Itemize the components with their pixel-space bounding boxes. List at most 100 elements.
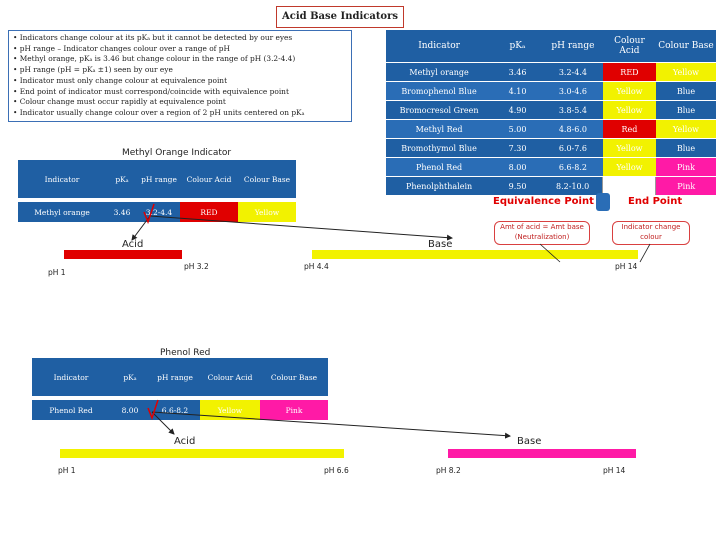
- cell-colour-acid: Red: [602, 119, 656, 139]
- table-row: Phenolphthalein 9.50 8.2-10.0 Colourless Pin…: [386, 176, 716, 196]
- header-pka: pKₐ: [106, 160, 138, 198]
- note-line: • pH range – Indicator changes colour ov…: [13, 43, 230, 53]
- cell-pka: 9.50: [492, 176, 543, 196]
- cell-pka: 4.90: [492, 100, 543, 120]
- cell-ph-range: 4.8-6.0: [542, 119, 603, 139]
- header-colour-base: Colour Base: [260, 358, 328, 396]
- header-colour-acid: Colour Acid: [180, 160, 238, 198]
- cell-colour-base: Yellow: [655, 119, 716, 139]
- notes-box: • Indicators change colour at its pKₐ bu…: [8, 30, 352, 122]
- cell-colour-acid: RED: [602, 62, 656, 82]
- cell-ph-range: 6.6-8.2: [542, 157, 603, 177]
- cell-colour-base: Yellow: [238, 202, 296, 222]
- table-row: Methyl orange 3.46 3.2-4.4 RED Yellow: [386, 62, 716, 82]
- header-colour-acid: Colour Acid: [602, 30, 656, 63]
- ph-start-label: pH 1: [48, 268, 66, 277]
- table-header-row: Indicator pKₐ pH range Colour Acid Colou…: [32, 358, 328, 396]
- note-line: • pH range (pH = pKₐ ±1) seen by our eye: [13, 65, 173, 75]
- equivalence-note: Amt of acid = Amt base (Neutralization): [494, 221, 590, 245]
- check-icon: [143, 203, 155, 225]
- indicator-table: Indicator pKₐ pH range Colour Acid Colou…: [386, 30, 716, 196]
- cell-pka: 7.30: [492, 138, 543, 158]
- ph-low-label: pH 3.2: [184, 262, 209, 271]
- end-point-label: End Point: [628, 196, 683, 207]
- cell-colour-acid: Yellow: [602, 100, 656, 120]
- cell-ph-range: 3.0-4.6: [542, 81, 603, 101]
- end-point-note: Indicator change colour: [612, 221, 690, 245]
- cell-indicator: Methyl orange: [18, 202, 106, 222]
- ph-end-label: pH 14: [603, 466, 626, 475]
- header-pka: pKₐ: [110, 358, 150, 396]
- note-line: • Colour change must occur rapidly at eq…: [13, 97, 226, 107]
- base-arrow: [151, 411, 511, 439]
- header-colour-acid: Colour Acid: [200, 358, 260, 396]
- pointer-line: [639, 243, 651, 263]
- cell-indicator: Bromophenol Blue: [386, 81, 493, 101]
- cell-ph-range: 6.0-7.6: [542, 138, 603, 158]
- acid-arrow: [151, 411, 175, 435]
- page-title: Acid Base Indicators: [276, 6, 404, 28]
- acid-label: Acid: [174, 436, 196, 447]
- base-range-bar: [448, 449, 636, 458]
- table-row: Phenol Red 8.00 6.6-8.2 Yellow Pink: [32, 400, 328, 420]
- ph-start-label: pH 1: [58, 466, 76, 475]
- cell-colour-base: Pink: [655, 176, 716, 196]
- table-row: Bromothymol Blue 7.30 6.0-7.6 Yellow Blue: [386, 138, 716, 158]
- ph-end-label: pH 14: [615, 262, 638, 271]
- cell-colour-acid: Colourless: [602, 176, 657, 196]
- header-indicator: Indicator: [18, 160, 106, 198]
- cell-pka: 8.00: [110, 400, 150, 420]
- header-ph-range: pH range: [150, 358, 200, 396]
- header-ph-range: pH range: [542, 30, 603, 63]
- cell-colour-base: Blue: [655, 81, 716, 101]
- note-line: • Methyl orange, pKₐ is 3.46 but change …: [13, 54, 296, 64]
- pointer-line: [539, 243, 561, 263]
- cell-pka: 8.00: [492, 157, 543, 177]
- note-line: • Indicator usually change colour over a…: [13, 107, 305, 117]
- cell-pka: 3.46: [492, 62, 543, 82]
- base-label: Base: [428, 239, 453, 250]
- cell-indicator: Bromocresol Green: [386, 100, 493, 120]
- table-row: Methyl Red 5.00 4.8-6.0 Red Yellow: [386, 119, 716, 139]
- note-line: • Indicators change colour at its pKₐ bu…: [13, 33, 293, 42]
- cell-pka: 3.46: [106, 202, 138, 222]
- cell-ph-range: 3.2-4.4: [542, 62, 603, 82]
- cell-indicator: Bromothymol Blue: [386, 138, 493, 158]
- phenol-red-table: Indicator pKₐ pH range Colour Acid Colou…: [32, 358, 328, 420]
- cell-indicator: Methyl orange: [386, 62, 493, 82]
- header-colour-base: Colour Base: [655, 30, 716, 63]
- header-pka: pKₐ: [492, 30, 543, 63]
- table-row: Bromophenol Blue 4.10 3.0-4.6 Yellow Blue: [386, 81, 716, 101]
- methyl-orange-caption: Methyl Orange Indicator: [122, 148, 232, 158]
- cell-pka: 5.00: [492, 119, 543, 139]
- cell-ph-range: 3.8-5.4: [542, 100, 603, 120]
- cell-colour-acid: Yellow: [602, 81, 656, 101]
- acid-range-bar: [64, 250, 182, 259]
- acid-label: Acid: [122, 239, 144, 250]
- table-header-row: Indicator pKₐ pH range Colour Acid Colou…: [386, 30, 716, 63]
- cell-colour-base: Yellow: [655, 62, 716, 82]
- cell-ph-range: 6.6-8.2: [150, 400, 200, 420]
- cell-colour-base: Pink: [260, 400, 328, 420]
- cell-colour-acid: Yellow: [200, 400, 260, 420]
- cell-indicator: Phenol Red: [386, 157, 493, 177]
- cell-pka: 4.10: [492, 81, 543, 101]
- header-indicator: Indicator: [32, 358, 110, 396]
- phenol-red-caption: Phenol Red: [160, 348, 211, 358]
- header-colour-base: Colour Base: [238, 160, 296, 198]
- cell-colour-acid: RED: [180, 202, 238, 222]
- cell-colour-base: Pink: [655, 157, 716, 177]
- ph-high-label: pH 8.2: [436, 466, 461, 475]
- cell-indicator: Methyl Red: [386, 119, 493, 139]
- cell-colour-base: Blue: [655, 138, 716, 158]
- base-arrow: [149, 215, 453, 241]
- ph-high-label: pH 4.4: [304, 262, 329, 271]
- table-row: Bromocresol Green 4.90 3.8-5.4 Yellow Blue: [386, 100, 716, 120]
- base-range-bar: [312, 250, 638, 259]
- cell-ph-range: 8.2-10.0: [542, 176, 603, 196]
- header-indicator: Indicator: [386, 30, 493, 63]
- cell-colour-acid: Yellow: [602, 138, 656, 158]
- cell-indicator: Phenol Red: [32, 400, 110, 420]
- cell-colour-base: Blue: [655, 100, 716, 120]
- header-ph-range: pH range: [138, 160, 180, 198]
